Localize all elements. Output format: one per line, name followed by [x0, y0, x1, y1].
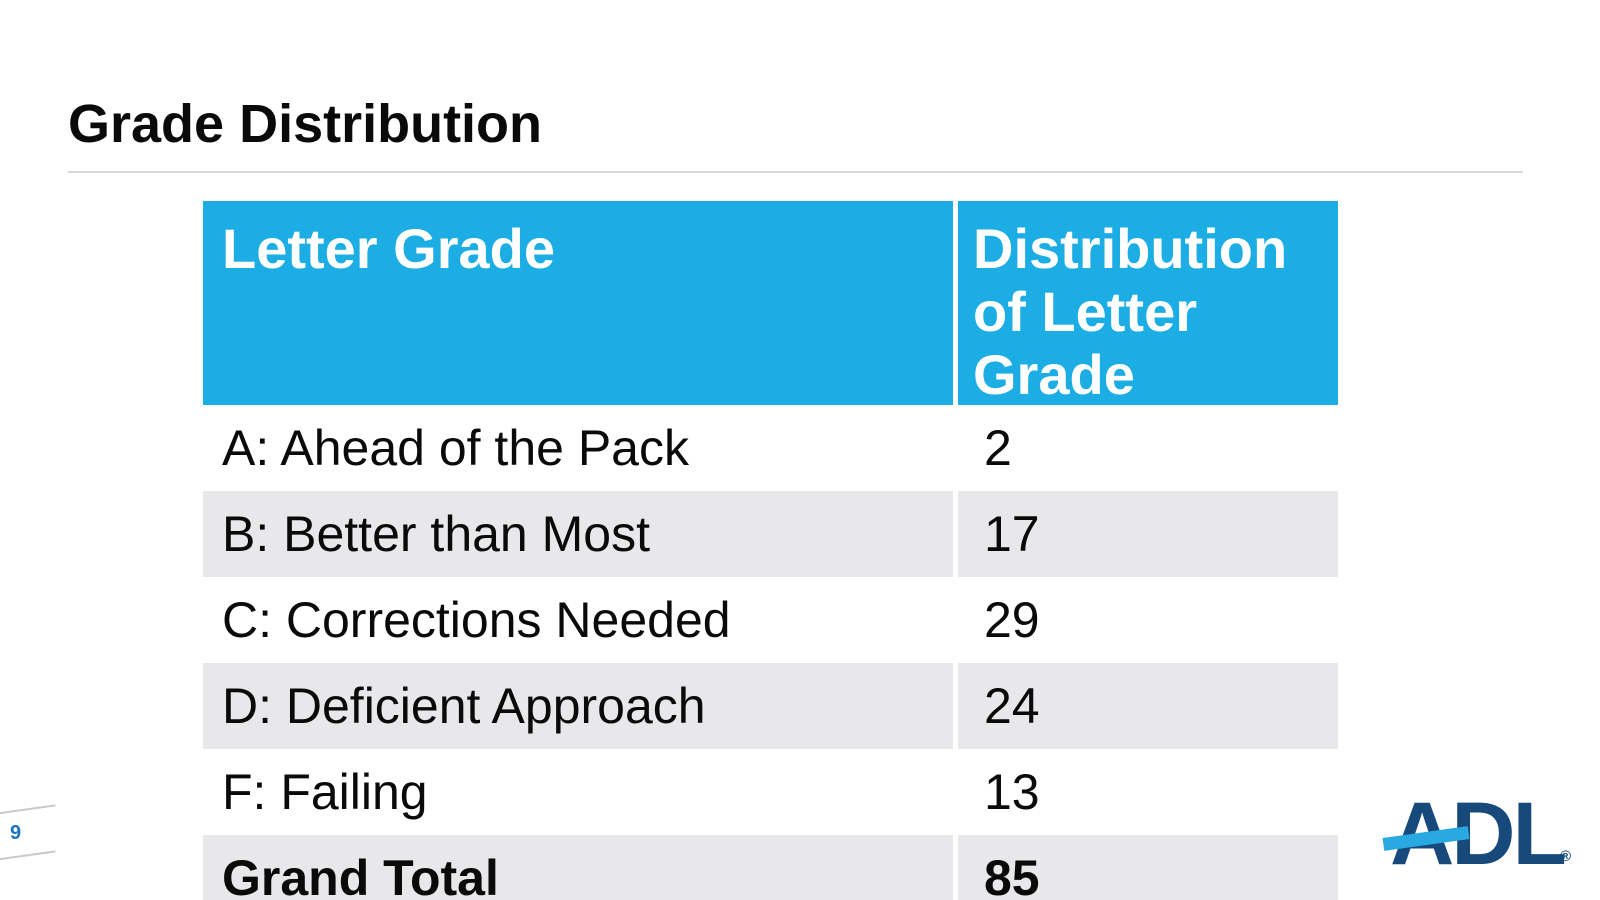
grade-count: 24	[984, 678, 1040, 734]
column-divider	[953, 405, 958, 491]
grade-distribution-table: Letter Grade Distribution of Letter Grad…	[203, 201, 1338, 900]
column-divider	[953, 663, 958, 749]
grade-label: A: Ahead of the Pack	[222, 420, 689, 476]
column-divider	[953, 491, 958, 577]
column-header-distribution: Distribution of Letter Grade	[973, 217, 1288, 406]
column-divider	[953, 577, 958, 663]
page-number-decoration-line	[0, 850, 56, 861]
grand-total-label: Grand Total	[222, 850, 499, 900]
adl-logo: ADL ®	[1382, 788, 1590, 878]
table-row-grand-total: Grand Total 85	[203, 835, 1338, 900]
table-row: B: Better than Most 17	[203, 491, 1338, 577]
column-header-letter-grade: Letter Grade	[222, 217, 555, 280]
grade-label: D: Deficient Approach	[222, 678, 706, 734]
page-title: Grade Distribution	[68, 94, 543, 154]
grade-count: 2	[984, 420, 1012, 476]
registered-trademark-icon: ®	[1560, 848, 1572, 865]
table-row: C: Corrections Needed 29	[203, 577, 1338, 663]
grand-total-count: 85	[984, 850, 1040, 900]
grade-label: B: Better than Most	[222, 506, 650, 562]
table-header-row: Letter Grade Distribution of Letter Grad…	[203, 201, 1338, 406]
column-divider	[953, 835, 958, 900]
grade-count: 17	[984, 506, 1040, 562]
grade-label: C: Corrections Needed	[222, 592, 731, 648]
title-divider-line	[68, 171, 1523, 173]
grade-label: F: Failing	[222, 764, 428, 820]
column-divider	[953, 201, 958, 405]
table-row: A: Ahead of the Pack 2	[203, 405, 1338, 491]
grade-count: 13	[984, 764, 1040, 820]
page-number: 9	[10, 822, 22, 844]
table-row: F: Failing 13	[203, 749, 1338, 835]
page-number-decoration-line	[0, 804, 56, 815]
table-row: D: Deficient Approach 24	[203, 663, 1338, 749]
column-divider	[953, 749, 958, 835]
grade-count: 29	[984, 592, 1040, 648]
